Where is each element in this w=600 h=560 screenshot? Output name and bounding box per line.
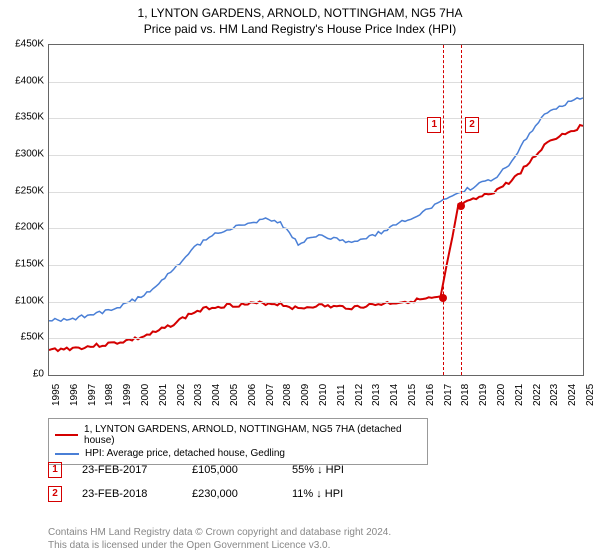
marker-box-2: 2 <box>465 117 479 133</box>
series-line-property <box>49 125 583 351</box>
y-axis-label: £50K <box>4 332 44 343</box>
footer-attribution: Contains HM Land Registry data © Crown c… <box>48 526 391 552</box>
x-axis-label: 2008 <box>282 384 293 406</box>
marker-dot-2 <box>457 202 465 210</box>
gridline <box>49 265 583 266</box>
y-axis-label: £200K <box>4 222 44 233</box>
x-axis-label: 2001 <box>158 384 169 406</box>
transaction-price: £230,000 <box>192 488 272 500</box>
chart-legend: 1, LYNTON GARDENS, ARNOLD, NOTTINGHAM, N… <box>48 418 428 465</box>
series-line-hpi <box>49 98 583 321</box>
transaction-date: 23-FEB-2018 <box>82 488 172 500</box>
x-axis-label: 2010 <box>318 384 329 406</box>
x-axis-label: 2011 <box>336 384 347 406</box>
transaction-date: 23-FEB-2017 <box>82 464 172 476</box>
x-axis-label: 2017 <box>443 384 454 406</box>
gridline <box>49 302 583 303</box>
x-axis-label: 2015 <box>407 384 418 406</box>
y-axis-label: £450K <box>4 39 44 50</box>
x-axis-label: 2003 <box>193 384 204 406</box>
legend-swatch-property <box>55 434 78 436</box>
x-axis-label: 2020 <box>496 384 507 406</box>
x-axis-label: 2009 <box>300 384 311 406</box>
footer-line-2: This data is licensed under the Open Gov… <box>48 539 391 552</box>
x-axis-label: 1997 <box>87 384 98 406</box>
y-axis-label: £250K <box>4 185 44 196</box>
x-axis-label: 2006 <box>247 384 258 406</box>
gridline <box>49 82 583 83</box>
x-axis-label: 2024 <box>567 384 578 406</box>
gridline <box>49 228 583 229</box>
x-axis-label: 2002 <box>176 384 187 406</box>
x-axis-label: 1995 <box>51 384 62 406</box>
x-axis-labels: 1995 1996 1997 1998 1999 2000 2001 2002 2003 2004… <box>48 378 582 418</box>
x-axis-label: 2021 <box>514 384 525 406</box>
x-axis-label: 2023 <box>549 384 560 406</box>
legend-row: HPI: Average price, detached house, Gedl… <box>55 447 421 460</box>
y-axis-label: £150K <box>4 259 44 270</box>
y-axis-label: £400K <box>4 75 44 86</box>
x-axis-label: 2014 <box>389 384 400 406</box>
footer-line-1: Contains HM Land Registry data © Crown c… <box>48 526 391 539</box>
x-axis-label: 1998 <box>104 384 115 406</box>
x-axis-label: 2013 <box>371 384 382 406</box>
x-axis-label: 2012 <box>354 384 365 406</box>
x-axis-label: 2019 <box>478 384 489 406</box>
legend-row: 1, LYNTON GARDENS, ARNOLD, NOTTINGHAM, N… <box>55 423 421 447</box>
y-axis-label: £300K <box>4 149 44 160</box>
x-axis-label: 2025 <box>585 384 596 406</box>
marker-vline <box>443 45 444 375</box>
gridline <box>49 192 583 193</box>
x-axis-label: 1999 <box>122 384 133 406</box>
x-axis-label: 2004 <box>211 384 222 406</box>
transaction-marker-2: 2 <box>48 486 62 502</box>
gridline <box>49 338 583 339</box>
legend-label-property: 1, LYNTON GARDENS, ARNOLD, NOTTINGHAM, N… <box>84 424 421 446</box>
gridline <box>49 118 583 119</box>
chart-plot-area: 12 <box>48 44 584 376</box>
legend-label-hpi: HPI: Average price, detached house, Gedl… <box>85 448 285 459</box>
transaction-row-1: 1 23-FEB-2017 £105,000 55% ↓ HPI <box>48 462 344 478</box>
gridline <box>49 155 583 156</box>
x-axis-label: 2018 <box>460 384 471 406</box>
x-axis-label: 2000 <box>140 384 151 406</box>
transaction-diff: 55% ↓ HPI <box>292 464 344 476</box>
marker-dot-1 <box>439 294 447 302</box>
transaction-diff: 11% ↓ HPI <box>292 488 343 500</box>
marker-box-1: 1 <box>427 117 441 133</box>
x-axis-label: 2005 <box>229 384 240 406</box>
legend-swatch-hpi <box>55 453 79 455</box>
x-axis-label: 2016 <box>425 384 436 406</box>
chart-subtitle: Price paid vs. HM Land Registry's House … <box>0 20 600 36</box>
x-axis-label: 1996 <box>69 384 80 406</box>
transaction-row-2: 2 23-FEB-2018 £230,000 11% ↓ HPI <box>48 486 343 502</box>
y-axis-label: £100K <box>4 295 44 306</box>
x-axis-label: 2007 <box>265 384 276 406</box>
chart-title: 1, LYNTON GARDENS, ARNOLD, NOTTINGHAM, N… <box>0 0 600 20</box>
y-axis-label: £350K <box>4 112 44 123</box>
x-axis-label: 2022 <box>532 384 543 406</box>
y-axis-label: £0 <box>4 369 44 380</box>
transaction-marker-1: 1 <box>48 462 62 478</box>
transaction-price: £105,000 <box>192 464 272 476</box>
